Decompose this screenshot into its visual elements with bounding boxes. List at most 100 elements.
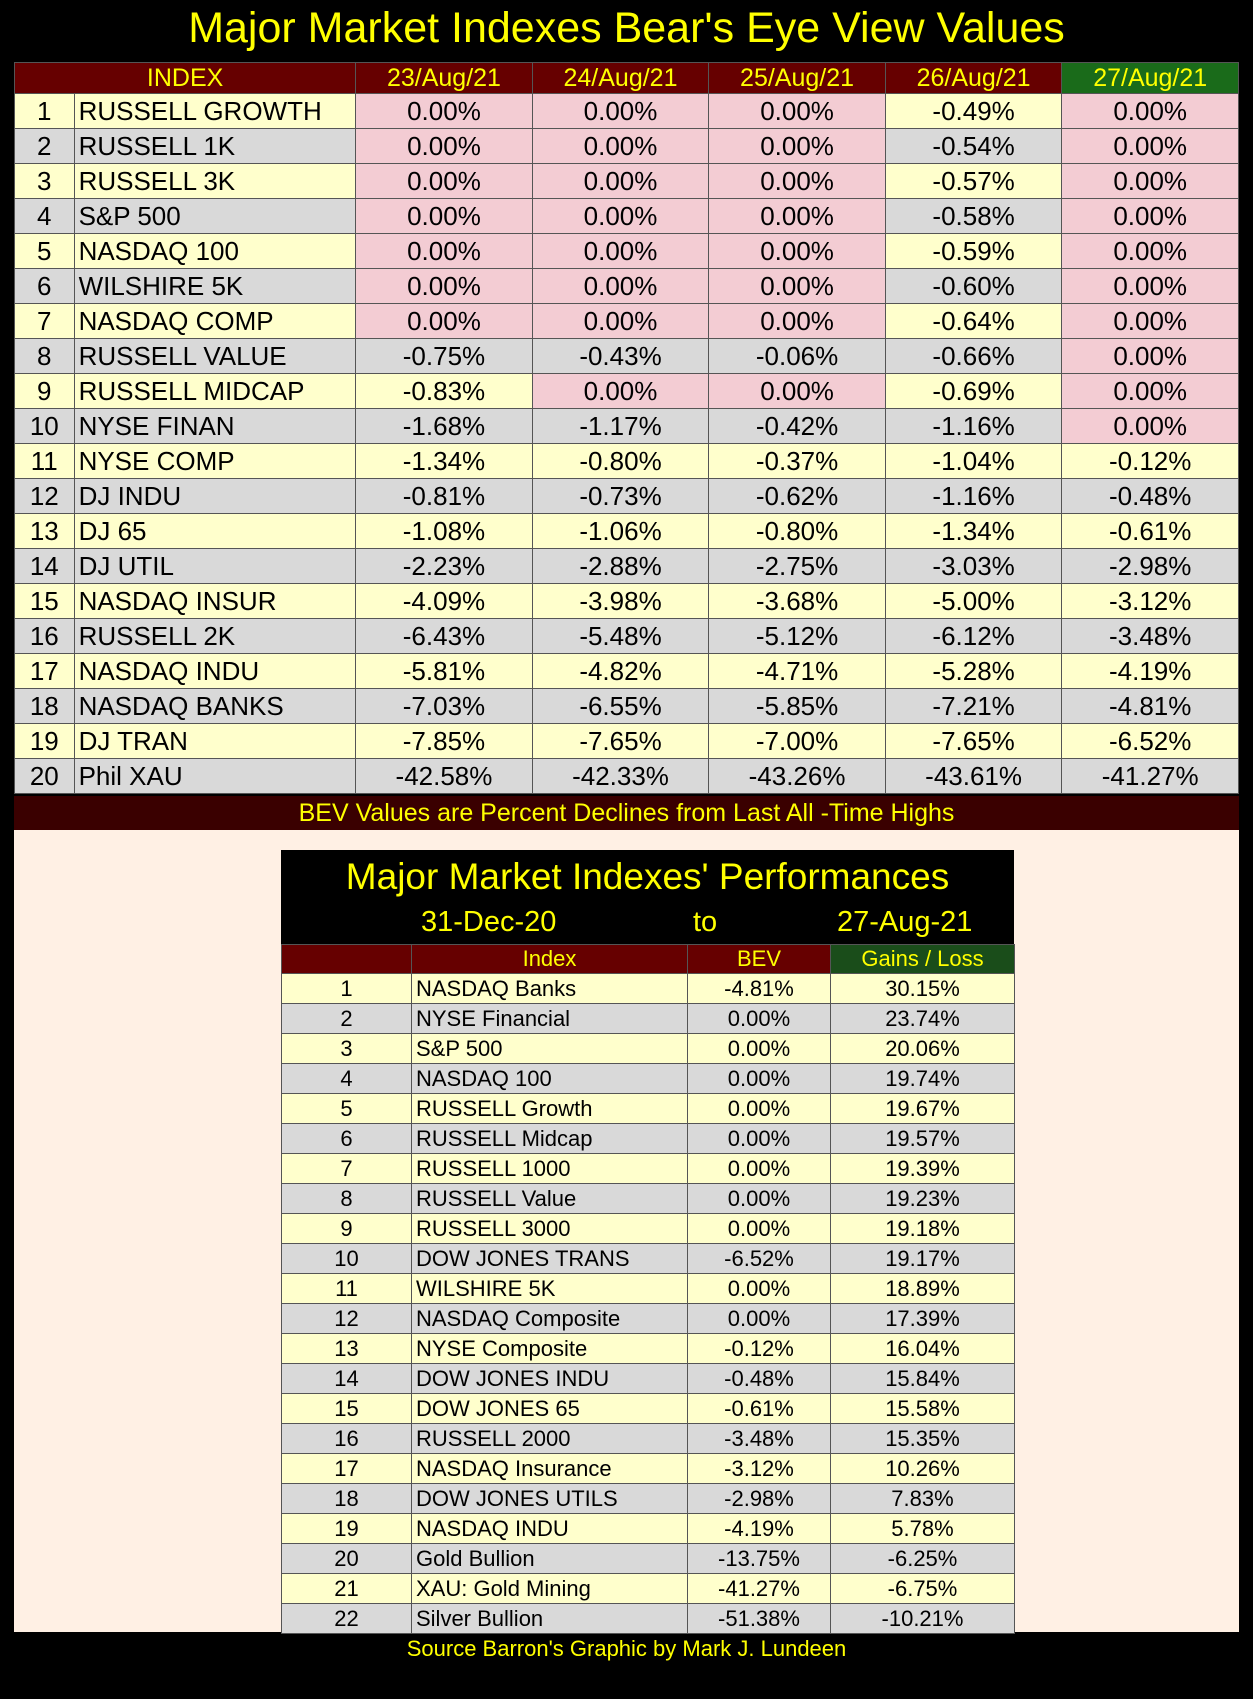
- perf-index-name: RUSSELL Growth: [411, 1093, 688, 1124]
- bev-value: -7.85%: [355, 723, 533, 759]
- bev-value: -0.37%: [708, 443, 886, 479]
- bev-value: -0.62%: [708, 478, 886, 514]
- bev-value: 0.00%: [531, 268, 710, 304]
- bev-value: 0.00%: [1061, 128, 1239, 164]
- bev-value: -0.83%: [355, 373, 533, 409]
- performance-row: 4 NASDAQ 100 0.00% 19.74%: [281, 1063, 1015, 1094]
- perf-rank: 11: [281, 1273, 412, 1304]
- source-credit: Source Barron's Graphic by Mark J. Lunde…: [406, 1636, 847, 1661]
- perf-header-index: Index: [411, 944, 688, 974]
- bev-value: -43.61%: [884, 758, 1063, 794]
- bev-value: 0.00%: [355, 268, 533, 304]
- bev-rank: 9: [14, 373, 75, 409]
- perf-gain: 19.67%: [830, 1093, 1015, 1124]
- perf-index-name: DOW JONES INDU: [411, 1363, 688, 1394]
- performance-row: 6 RUSSELL Midcap 0.00% 19.57%: [281, 1123, 1015, 1154]
- bev-value: -7.03%: [355, 688, 533, 724]
- bev-value: -0.64%: [884, 303, 1063, 339]
- bev-value: -5.48%: [531, 618, 710, 654]
- performance-row: 7 RUSSELL 1000 0.00% 19.39%: [281, 1153, 1015, 1184]
- performance-row: 16 RUSSELL 2000 -3.48% 15.35%: [281, 1423, 1015, 1454]
- perf-index-name: RUSSELL Midcap: [411, 1123, 688, 1154]
- performance-header-row: Index BEV Gains / Loss: [281, 944, 1015, 974]
- bev-row: 16 RUSSELL 2K -6.43% -5.48% -5.12% -6.12% -3.4…: [14, 618, 1239, 654]
- bev-value: -3.68%: [708, 583, 886, 619]
- bev-rank: 14: [14, 548, 75, 584]
- bev-value: -2.98%: [1061, 548, 1239, 584]
- perf-bev: -3.48%: [687, 1423, 831, 1454]
- bev-header-date: 25/Aug/21: [708, 62, 886, 94]
- bev-value: -7.21%: [884, 688, 1063, 724]
- perf-gain: 19.57%: [830, 1123, 1015, 1154]
- bev-value: 0.00%: [1061, 303, 1239, 339]
- perf-rank: 4: [281, 1063, 412, 1094]
- bev-rank: 5: [14, 233, 75, 269]
- bev-value: -6.52%: [1061, 723, 1239, 759]
- bev-row: 9 RUSSELL MIDCAP -0.83% 0.00% 0.00% -0.69% 0.0…: [14, 373, 1239, 409]
- performance-row: 3 S&P 500 0.00% 20.06%: [281, 1033, 1015, 1064]
- bev-value: -0.73%: [531, 478, 710, 514]
- performance-title: Major Market Indexes' Performances: [345, 856, 950, 897]
- perf-bev: -41.27%: [687, 1573, 831, 1604]
- bev-value: -2.23%: [355, 548, 533, 584]
- bev-value: 0.00%: [708, 233, 886, 269]
- performance-row: 22 Silver Bullion -51.38% -10.21%: [281, 1603, 1015, 1634]
- perf-bev: 0.00%: [687, 1093, 831, 1124]
- perf-gain: 30.15%: [830, 973, 1015, 1004]
- performance-row: 21 XAU: Gold Mining -41.27% -6.75%: [281, 1573, 1015, 1604]
- perf-gain: 20.06%: [830, 1033, 1015, 1064]
- bev-value: -5.85%: [708, 688, 886, 724]
- bev-rank: 16: [14, 618, 75, 654]
- perf-gain: 19.18%: [830, 1213, 1015, 1244]
- bev-index-name: NASDAQ COMP: [73, 303, 357, 339]
- bev-table: INDEX 23/Aug/21 24/Aug/21 25/Aug/21 26/A…: [13, 62, 1239, 794]
- bev-footnote: BEV Values are Percent Declines from Las…: [14, 796, 1239, 830]
- bev-value: -1.04%: [884, 443, 1063, 479]
- bev-value: -41.27%: [1061, 758, 1239, 794]
- bev-rank: 4: [14, 198, 75, 234]
- perf-index-name: RUSSELL 2000: [411, 1423, 688, 1454]
- performance-row: 1 NASDAQ Banks -4.81% 30.15%: [281, 973, 1015, 1004]
- perf-rank: 16: [281, 1423, 412, 1454]
- perf-gain: 16.04%: [830, 1333, 1015, 1364]
- bev-value: -3.48%: [1061, 618, 1239, 654]
- performance-start-date: 31-Dec-20: [421, 906, 557, 938]
- bev-value: -0.49%: [884, 93, 1063, 129]
- bev-value: -5.28%: [884, 653, 1063, 689]
- perf-rank: 1: [281, 973, 412, 1004]
- bev-index-name: RUSSELL GROWTH: [73, 93, 357, 129]
- perf-gain: 19.39%: [830, 1153, 1015, 1184]
- perf-index-name: S&P 500: [411, 1033, 688, 1064]
- performance-row: 14 DOW JONES INDU -0.48% 15.84%: [281, 1363, 1015, 1394]
- bev-index-name: DJ UTIL: [73, 548, 357, 584]
- bev-value: 0.00%: [708, 268, 886, 304]
- perf-index-name: DOW JONES UTILS: [411, 1483, 688, 1514]
- bev-index-name: NASDAQ INDU: [73, 653, 357, 689]
- bev-rank: 13: [14, 513, 75, 549]
- performance-table: Index BEV Gains / Loss 1 NASDAQ Banks -4.8…: [281, 944, 1015, 1634]
- perf-index-name: NASDAQ Composite: [411, 1303, 688, 1334]
- bev-row: 5 NASDAQ 100 0.00% 0.00% 0.00% -0.59% 0.00%: [14, 233, 1239, 269]
- bev-value: -1.06%: [531, 513, 710, 549]
- bev-value: -7.65%: [531, 723, 710, 759]
- bev-rank: 20: [14, 758, 75, 794]
- bev-value: -5.81%: [355, 653, 533, 689]
- perf-rank: 10: [281, 1243, 412, 1274]
- perf-index-name: RUSSELL 3000: [411, 1213, 688, 1244]
- perf-rank: 5: [281, 1093, 412, 1124]
- perf-rank: 14: [281, 1363, 412, 1394]
- perf-header-gains: Gains / Loss: [830, 944, 1015, 974]
- perf-gain: 19.23%: [830, 1183, 1015, 1214]
- bev-rank: 17: [14, 653, 75, 689]
- perf-gain: 18.89%: [830, 1273, 1015, 1304]
- bev-value: -0.57%: [884, 163, 1063, 199]
- perf-index-name: XAU: Gold Mining: [411, 1573, 688, 1604]
- bev-header-date: 24/Aug/21: [531, 62, 710, 94]
- perf-rank: 8: [281, 1183, 412, 1214]
- perf-gain: -10.21%: [830, 1603, 1015, 1634]
- perf-rank: 6: [281, 1123, 412, 1154]
- perf-bev: 0.00%: [687, 1273, 831, 1304]
- performance-to-word: to: [693, 906, 718, 938]
- bev-value: 0.00%: [355, 128, 533, 164]
- bev-rank: 7: [14, 303, 75, 339]
